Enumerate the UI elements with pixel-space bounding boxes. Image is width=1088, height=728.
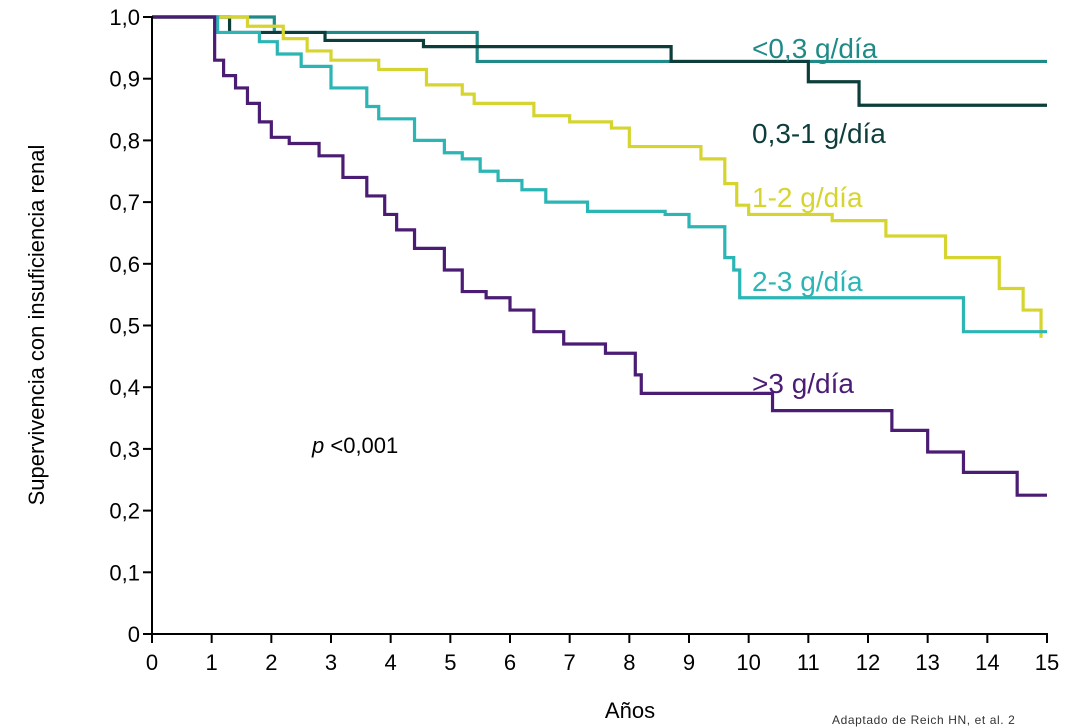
series-label-2-0-3-1-g-d-a: 0,3-1 g/día: [752, 118, 886, 149]
source-note: Adaptado de Reich HN, et al. 2: [832, 713, 1015, 727]
p-symbol: p: [311, 433, 324, 458]
series-label-1-0-3-g-d-a: <0,3 g/día: [752, 33, 878, 64]
series-label-3-1-2-g-d-a: 1-2 g/día: [752, 182, 863, 213]
y-tick-label: 0,7: [109, 190, 140, 215]
y-tick-label: 0,8: [109, 128, 140, 153]
x-tick-label: 5: [444, 650, 456, 675]
tick-label-layer: 0 1 2 3 4 5 6 7 8 9 10 11 12 13 14 1500,10,20,30,40,50,…: [109, 5, 1059, 675]
y-tick-label: 0,3: [109, 437, 140, 462]
y-tick-label: 0,6: [109, 252, 140, 277]
x-tick-label: 14: [975, 650, 999, 675]
series-line-4-2-3-g-d-a: [152, 15, 1047, 334]
x-tick-label: 15: [1035, 650, 1059, 675]
x-tick-label: 7: [564, 650, 576, 675]
x-tick-label: 0: [146, 650, 158, 675]
x-tick-label: 13: [915, 650, 939, 675]
series-label-layer: <0,3 g/día 0,3-1 g/día 1-2 g/día 2-3 g/día >…: [752, 33, 886, 399]
y-tick-label: 0,4: [109, 375, 140, 400]
x-tick-label: 10: [736, 650, 760, 675]
p-value-annotation: p <0,001: [311, 433, 398, 458]
y-tick-label: 0,5: [109, 314, 140, 339]
series-label-5-3-g-d-a: >3 g/día: [752, 368, 854, 399]
x-tick-label: 4: [385, 650, 397, 675]
series-line-3-1-2-g-d-a: [152, 15, 1043, 338]
x-tick-label: 11: [797, 650, 820, 675]
series-layer: [152, 15, 1047, 497]
axes-layer: [143, 16, 1048, 643]
y-tick-label: 0,9: [109, 67, 140, 92]
series-label-4-2-3-g-d-a: 2-3 g/día: [752, 266, 863, 297]
p-value: <0,001: [324, 433, 398, 458]
y-axis-title: Supervivencia con insuficiencia renal: [24, 145, 49, 506]
y-tick-label: 0,2: [109, 499, 140, 524]
x-tick-label: 8: [623, 650, 635, 675]
y-tick-label: 0: [128, 622, 140, 647]
x-tick-label: 9: [683, 650, 695, 675]
x-tick-label: 3: [325, 650, 337, 675]
x-tick-label: 6: [504, 650, 516, 675]
y-tick-label: 0,1: [109, 560, 140, 585]
y-tick-label: 1,0: [109, 5, 140, 30]
x-tick-label: 12: [856, 650, 880, 675]
x-tick-label: 2: [265, 650, 277, 675]
series-line-5-3-g-d-a: [152, 15, 1047, 497]
x-tick-label: 1: [206, 650, 218, 675]
x-axis-title: Años: [605, 698, 655, 723]
